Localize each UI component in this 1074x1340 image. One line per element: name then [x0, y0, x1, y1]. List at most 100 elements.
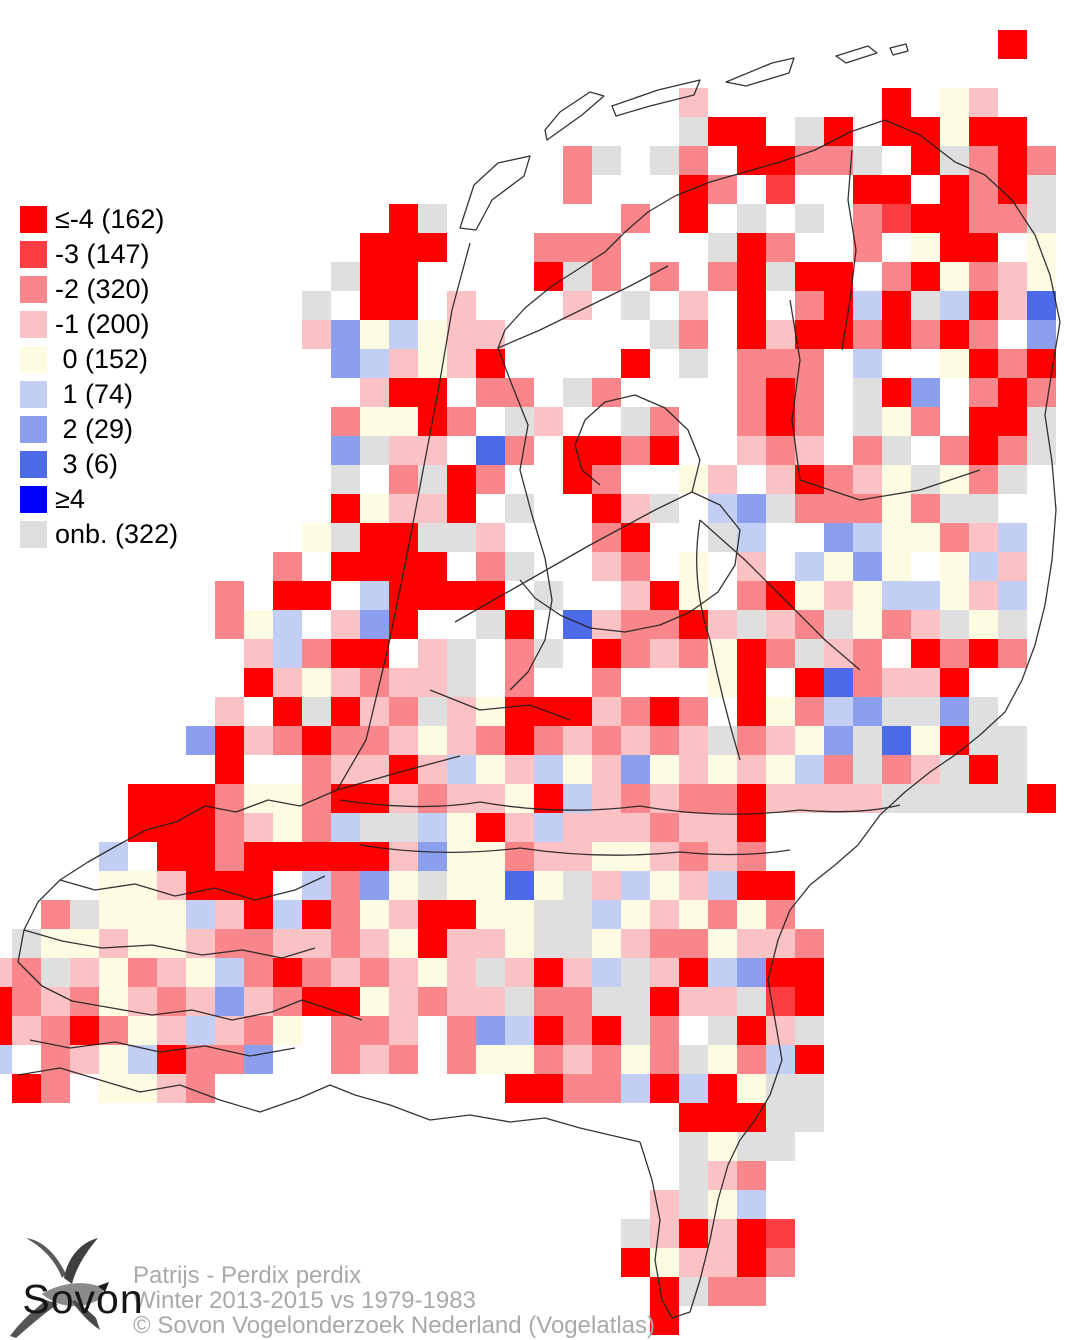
grid-cell: [795, 436, 824, 465]
grid-cell: [157, 958, 186, 987]
grid-cell: [853, 552, 882, 581]
grid-cell: [679, 987, 708, 1016]
grid-cell: [708, 813, 737, 842]
grid-cell: [621, 929, 650, 958]
grid-cell: [737, 378, 766, 407]
grid-cell: [940, 610, 969, 639]
grid-cell: [99, 987, 128, 1016]
grid-cell: [679, 1045, 708, 1074]
grid-cell: [998, 407, 1027, 436]
grid-cell: [273, 697, 302, 726]
grid-cell: [969, 523, 998, 552]
grid-cell: [505, 900, 534, 929]
legend-item: 0 (152): [20, 342, 178, 377]
grid-cell: [447, 929, 476, 958]
grid-cell: [853, 668, 882, 697]
grid-cell: [824, 523, 853, 552]
grid-cell: [998, 436, 1027, 465]
grid-cell: [273, 813, 302, 842]
grid-cell: [360, 291, 389, 320]
grid-cell: [447, 291, 476, 320]
grid-cell: [418, 233, 447, 262]
grid-cell: [911, 726, 940, 755]
grid-cell: [592, 610, 621, 639]
grid-cell: [708, 958, 737, 987]
grid-cell: [998, 262, 1027, 291]
grid-cell: [476, 320, 505, 349]
grid-cell: [244, 668, 273, 697]
grid-cell: [418, 755, 447, 784]
grid-cell: [273, 552, 302, 581]
grid-cell: [679, 204, 708, 233]
grid-cell: [766, 175, 795, 204]
grid-cell: [824, 581, 853, 610]
grid-cell: [563, 378, 592, 407]
grid-cell: [911, 291, 940, 320]
grid-cell: [621, 842, 650, 871]
grid-cell: [621, 1074, 650, 1103]
grid-cell: [302, 668, 331, 697]
grid-cell: [969, 784, 998, 813]
grid-cell: [969, 349, 998, 378]
grid-cell: [418, 726, 447, 755]
grid-cell: [389, 813, 418, 842]
grid-cell: [418, 668, 447, 697]
grid-cell: [360, 987, 389, 1016]
grid-cell: [795, 146, 824, 175]
grid-cell: [940, 117, 969, 146]
grid-cell: [592, 871, 621, 900]
grid-cell: [940, 523, 969, 552]
grid-cell: [679, 929, 708, 958]
grid-cell: [621, 958, 650, 987]
grid-cell: [70, 958, 99, 987]
grid-cell: [447, 697, 476, 726]
grid-cell: [969, 320, 998, 349]
grid-cell: [418, 842, 447, 871]
grid-cell: [418, 813, 447, 842]
grid-cell: [447, 349, 476, 378]
legend-label: 3 (6): [55, 449, 119, 479]
grid-cell: [679, 958, 708, 987]
grid-cell: [505, 697, 534, 726]
grid-cell: [882, 610, 911, 639]
grid-cell: [12, 958, 41, 987]
grid-cell: [737, 726, 766, 755]
grid-cell: [331, 262, 360, 291]
grid-cell: [505, 755, 534, 784]
grid-cell: [766, 639, 795, 668]
grid-cell: [476, 842, 505, 871]
grid-cell: [186, 1016, 215, 1045]
grid-cell: [737, 349, 766, 378]
grid-cell: [99, 929, 128, 958]
grid-cell: [824, 610, 853, 639]
grid-cell: [621, 1045, 650, 1074]
grid-cell: [447, 784, 476, 813]
grid-cell: [389, 407, 418, 436]
grid-cell: [389, 204, 418, 233]
grid-cell: [302, 697, 331, 726]
grid-cell: [563, 958, 592, 987]
grid-cell: [911, 378, 940, 407]
grid-cell: [708, 465, 737, 494]
grid-cell: [70, 1016, 99, 1045]
grid-cell: [447, 668, 476, 697]
grid-cell: [563, 1045, 592, 1074]
grid-cell: [766, 697, 795, 726]
grid-cell: [505, 958, 534, 987]
grid-cell: [824, 320, 853, 349]
grid-cell: [911, 146, 940, 175]
grid-cell: [679, 117, 708, 146]
grid-cell: [650, 1219, 679, 1248]
grid-cell: [273, 958, 302, 987]
grid-cell: [215, 900, 244, 929]
grid-cell: [273, 1016, 302, 1045]
grid-cell: [505, 610, 534, 639]
grid-cell: [737, 1045, 766, 1074]
grid-cell: [708, 900, 737, 929]
grid-cell: [940, 581, 969, 610]
grid-cell: [766, 378, 795, 407]
grid-cell: [389, 697, 418, 726]
grid-cell: [795, 494, 824, 523]
grid-cell: [824, 755, 853, 784]
